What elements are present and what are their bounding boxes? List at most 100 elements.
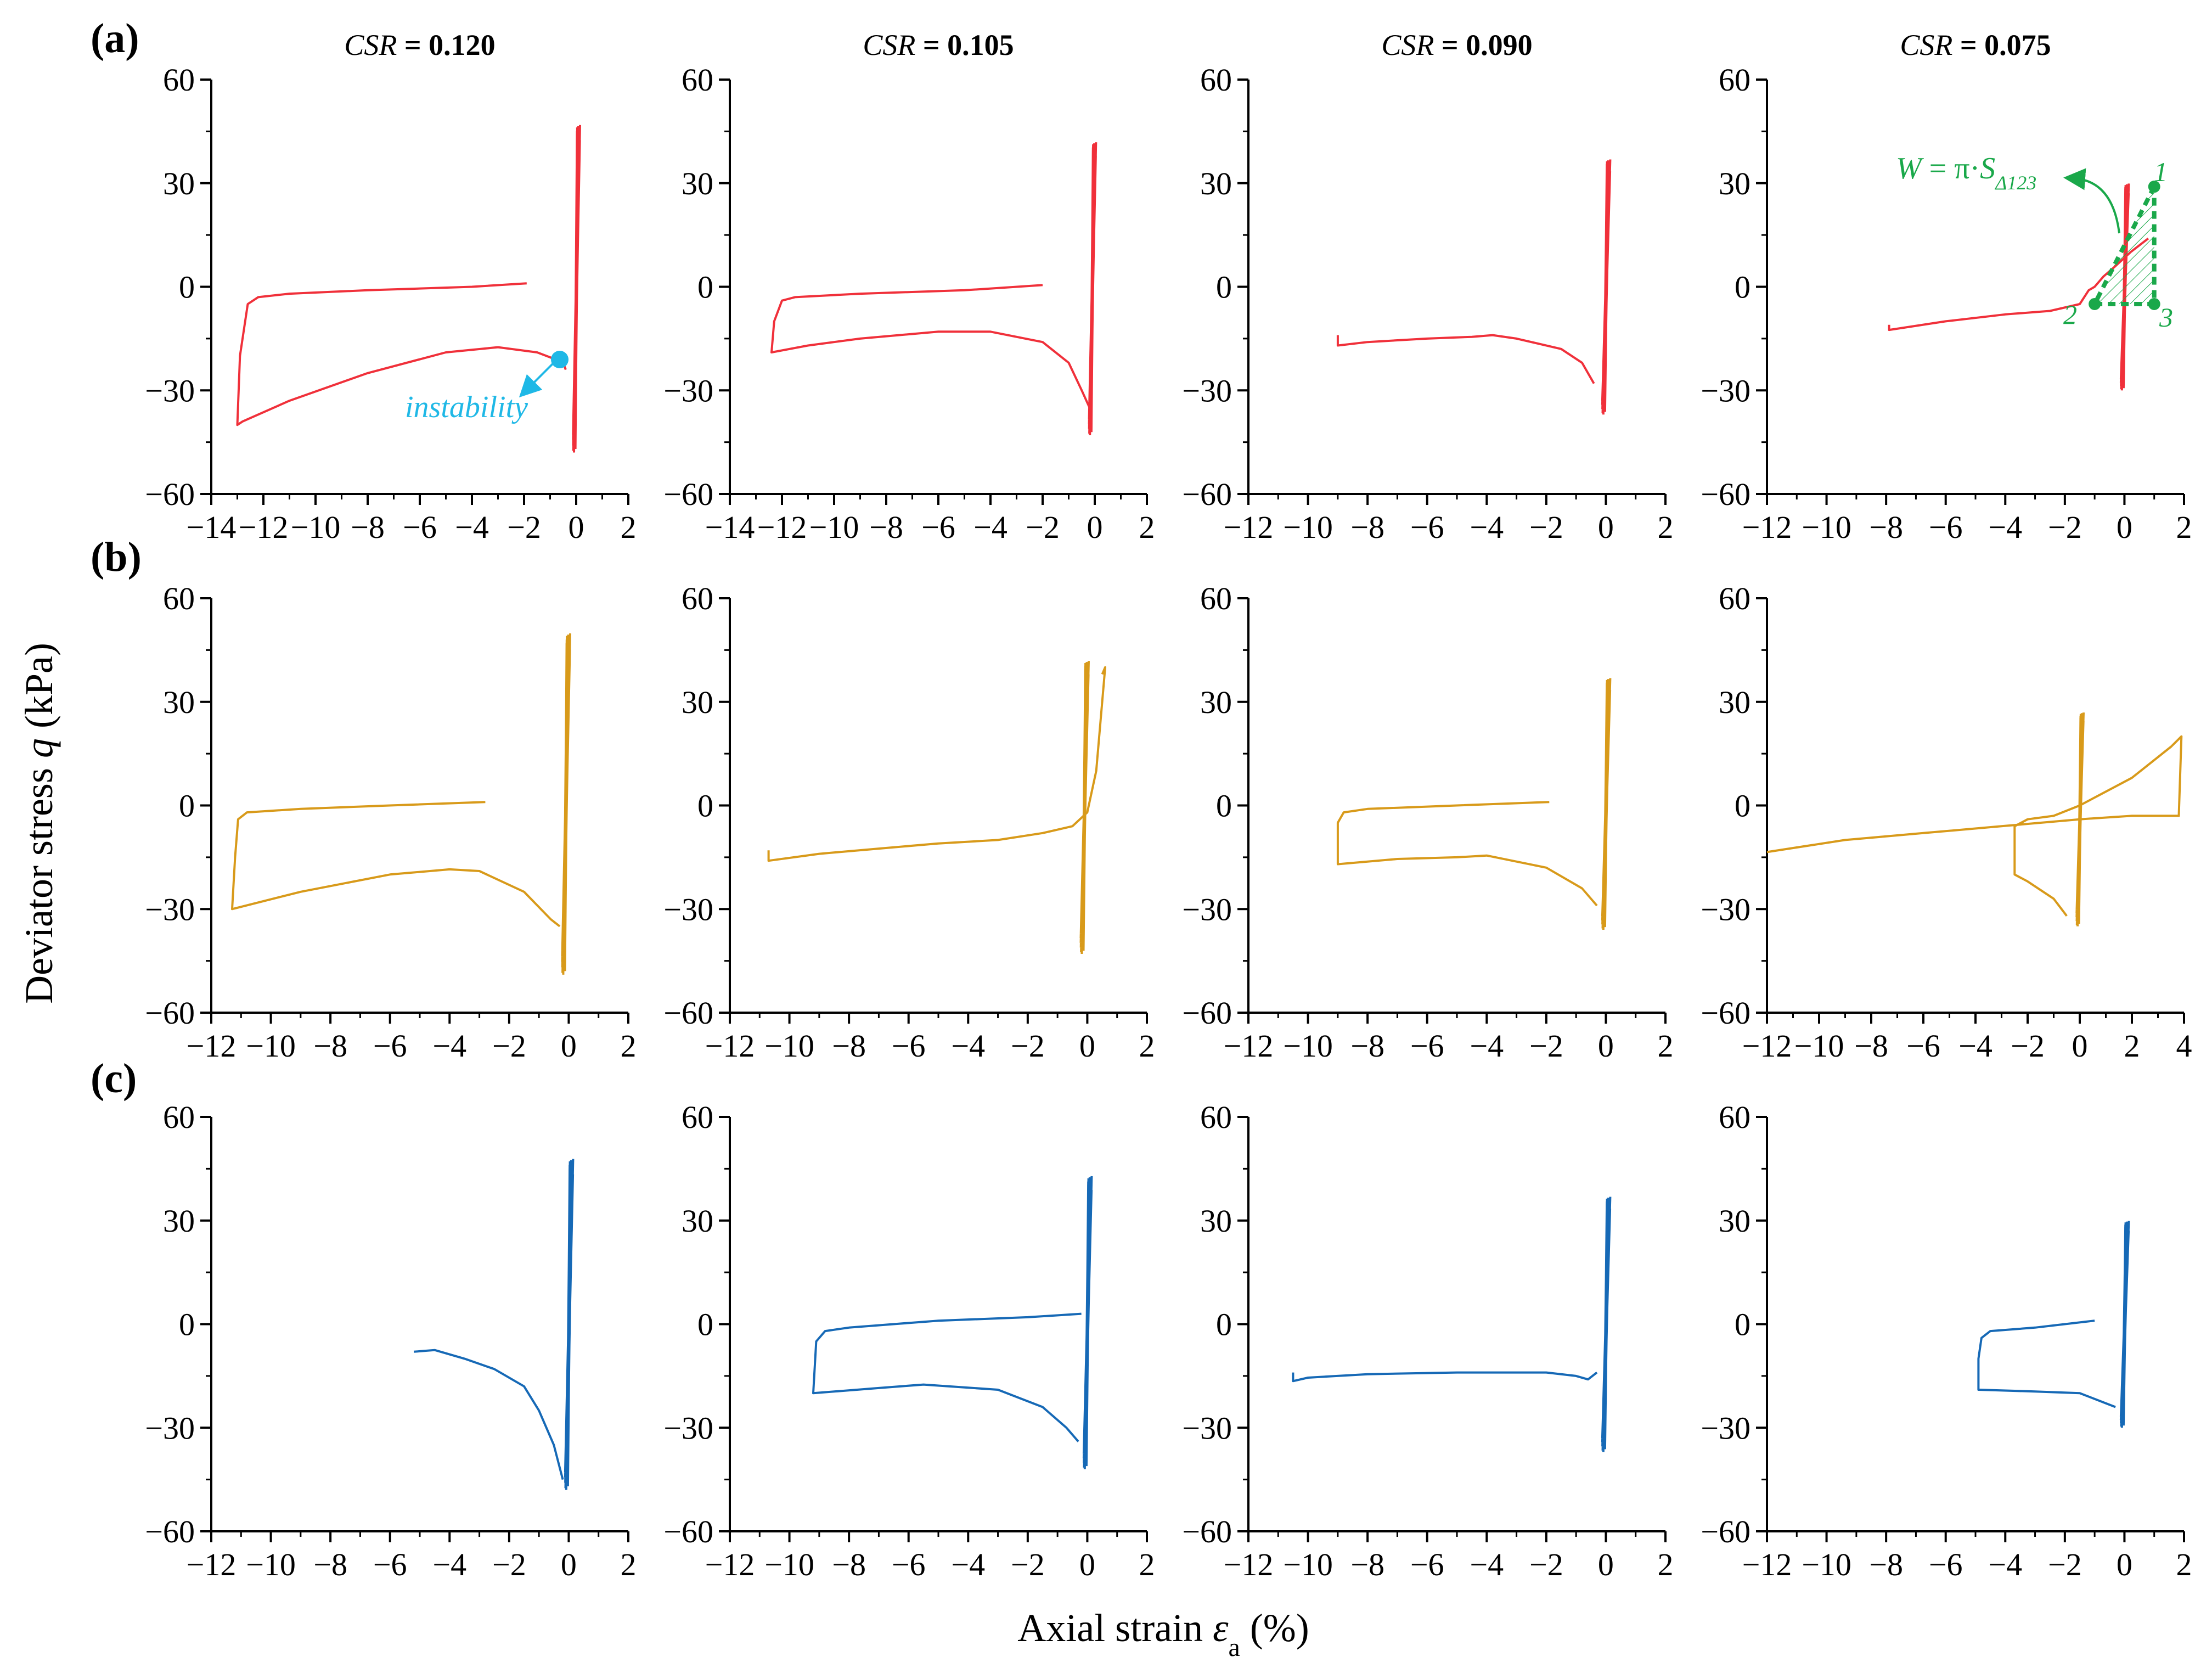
y-tick-label: −60 (663, 1514, 713, 1549)
x-tick-label: 0 (1087, 509, 1103, 545)
panel-r1-c0: −60 −30 0 30 60 −12 −10 −8 −6 −4 −2 0 2 (145, 581, 636, 1064)
y-tick-label: −30 (1701, 1410, 1751, 1446)
y-tick-label: −30 (663, 373, 713, 408)
x-tick-label: −12 (187, 1028, 237, 1064)
y-tick-label: −60 (1182, 476, 1232, 512)
x-tick-label: −10 (246, 1028, 296, 1064)
x-tick-label: −8 (1869, 509, 1903, 545)
x-tick-label: −2 (492, 1028, 526, 1064)
series-flow (812, 1312, 1082, 1442)
x-tick-label: −4 (951, 1028, 985, 1064)
x-tick-label: −12 (1742, 1028, 1792, 1064)
x-tick-label: −4 (432, 1547, 466, 1582)
x-tick-label: 0 (2117, 509, 2132, 545)
cyclic-loops (2075, 712, 2085, 926)
x-tick-label: −2 (1529, 1547, 1563, 1582)
x-tick-label: −6 (921, 509, 955, 545)
cyclic-loops (1082, 1176, 1093, 1469)
y-tick-label: 0 (1216, 269, 1232, 305)
series-flow (1977, 1319, 2116, 1408)
y-tick-label: 60 (682, 1099, 713, 1135)
cyclic-loops (1601, 159, 1612, 415)
panel-r0-c3: −60 −30 0 30 60 −12 −10 −8 −6 −4 −2 0 2 (1701, 62, 2192, 545)
x-tick-label: 0 (1598, 1028, 1614, 1064)
y-tick-label: −30 (145, 891, 195, 927)
series-flow (770, 284, 1091, 408)
energy-triangle (2091, 186, 2157, 306)
y-tick-label: 30 (1200, 1203, 1232, 1239)
y-tick-label: −30 (1701, 373, 1751, 408)
y-tick-label: 60 (1719, 1099, 1751, 1135)
y-tick-label: 60 (163, 62, 195, 98)
x-tick-label: −2 (1011, 1547, 1045, 1582)
x-tick-label: −8 (869, 509, 903, 545)
y-tick-label: −30 (1182, 891, 1232, 927)
panel-r2-c2: −60 −30 0 30 60 −12 −10 −8 −6 −4 −2 0 2 (1182, 1099, 1673, 1582)
y-tick-label: 30 (682, 684, 713, 720)
cyclic-loops (572, 125, 581, 453)
x-tick-label: 0 (1598, 1547, 1614, 1582)
cyclic-loops (1601, 678, 1612, 930)
x-tick-label: −2 (1011, 1028, 1045, 1064)
x-tick-label: 0 (1079, 1547, 1095, 1582)
series-flow (1336, 334, 1595, 384)
instability-arrow (519, 361, 555, 398)
y-tick-label: 30 (163, 166, 195, 201)
x-tick-label: −12 (239, 509, 289, 545)
x-tick-label: 2 (621, 1028, 637, 1064)
x-tick-label: −2 (1026, 509, 1060, 545)
y-tick-label: −30 (1182, 373, 1232, 408)
y-tick-label: 30 (1200, 166, 1232, 201)
x-tick-label: 2 (621, 1547, 637, 1582)
y-tick-label: −60 (1701, 1514, 1751, 1549)
instability-label: instability (405, 390, 528, 424)
y-axis-title: Deviator stress q (kPa) (17, 643, 61, 1004)
x-tick-label: −10 (291, 509, 341, 545)
x-tick-label: −6 (892, 1547, 926, 1582)
y-tick-label: 0 (1735, 269, 1751, 305)
x-tick-label: −6 (1929, 509, 1963, 545)
cyclic-loops (1601, 1197, 1612, 1452)
y-tick-label: 30 (682, 166, 713, 201)
row-label-c: (c) (91, 1055, 137, 1102)
x-tick-label: −12 (1224, 1547, 1274, 1582)
x-tick-label: −10 (1802, 509, 1851, 545)
triangle-vertex-2 (2089, 297, 2101, 310)
instability-point (551, 351, 569, 368)
x-tick-label: −12 (187, 1547, 237, 1582)
series-flow (1336, 801, 1598, 907)
x-tick-label: −10 (1794, 1028, 1844, 1064)
y-tick-label: −60 (1701, 995, 1751, 1031)
x-tick-label: 0 (561, 1028, 577, 1064)
x-tick-label: −10 (246, 1547, 296, 1582)
panel-r0-c2: −60 −30 0 30 60 −12 −10 −8 −6 −4 −2 0 2 (1182, 62, 1673, 545)
energy-annotation: W = π·SΔ123 1 2 3 (1896, 151, 2173, 333)
y-tick-label: 60 (682, 62, 713, 98)
x-tick-label: −12 (1742, 509, 1792, 545)
x-tick-label: −8 (351, 509, 385, 545)
x-tick-label: 2 (1139, 1547, 1155, 1582)
x-tick-label: 2 (1658, 1028, 1674, 1064)
x-tick-label: −8 (313, 1028, 347, 1064)
panel-r0-c0: −60 −30 0 30 60 −14 −12 −10 −8 −6 −4 −2 0 2 (145, 62, 636, 545)
y-tick-label: 60 (1719, 581, 1751, 616)
x-tick-label: −2 (507, 509, 541, 545)
series-flow (1292, 1371, 1598, 1383)
x-tick-label: −6 (892, 1028, 926, 1064)
x-tick-label: −8 (1854, 1028, 1888, 1064)
column-title-csr-0090: CSR = 0.090 (1381, 29, 1532, 61)
x-tick-label: −8 (1350, 1028, 1384, 1064)
y-tick-label: −30 (1701, 891, 1751, 927)
cyclic-loops (2119, 1221, 2130, 1428)
x-tick-label: −4 (951, 1547, 985, 1582)
x-tick-label: −8 (832, 1547, 866, 1582)
x-tick-label: −6 (373, 1028, 407, 1064)
x-tick-label: −8 (1869, 1547, 1903, 1582)
x-tick-label: 2 (2124, 1028, 2140, 1064)
x-tick-label: −12 (705, 1028, 755, 1064)
panel-r1-c1: −60 −30 0 30 60 −12 −10 −8 −6 −4 −2 0 2 (663, 581, 1155, 1064)
x-tick-label: −12 (757, 509, 807, 545)
series-flow (767, 666, 1106, 862)
